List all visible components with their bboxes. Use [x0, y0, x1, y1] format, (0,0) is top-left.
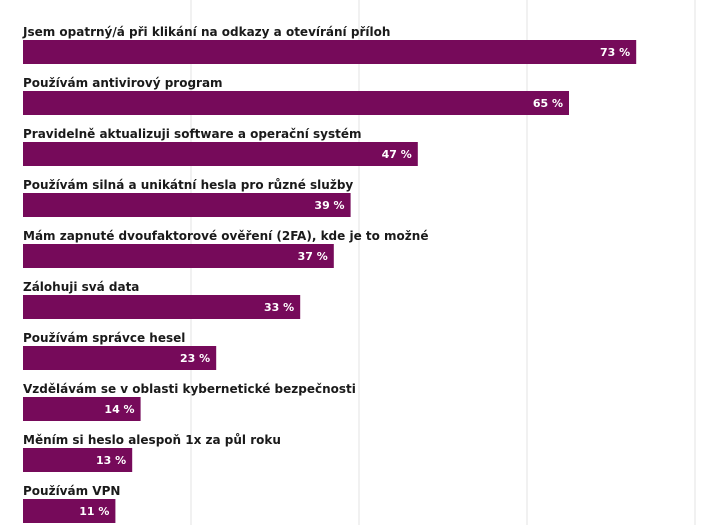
bar: [23, 397, 141, 421]
category-label: Mám zapnuté dvoufaktorové ověření (2FA),…: [23, 229, 428, 243]
bar: [23, 244, 334, 268]
bar-group: Pravidelně aktualizuji software a operač…: [23, 127, 418, 166]
bar-group: Používám silná a unikátní hesla pro různ…: [23, 178, 353, 217]
category-label: Používám VPN: [23, 484, 120, 498]
value-label: 37 %: [298, 250, 328, 263]
bar: [23, 346, 217, 370]
bar-group: Zálohuji svá data 33 %: [23, 280, 301, 319]
bar-group: Jsem opatrný/á při klikání na odkazy a o…: [22, 25, 637, 64]
bar-group: Vzdělávám se v oblasti kybernetické bezp…: [23, 382, 356, 421]
bar: [23, 295, 301, 319]
bar-group: Používám správce hesel 23 %: [23, 331, 217, 370]
value-label: 11 %: [79, 505, 109, 518]
category-label: Používám správce hesel: [23, 331, 185, 345]
bar-group: Používám VPN 11 %: [23, 484, 120, 523]
value-label: 13 %: [96, 454, 126, 467]
value-label: 65 %: [533, 97, 563, 110]
category-label: Zálohuji svá data: [23, 280, 139, 294]
bar: [23, 448, 133, 472]
bar: [23, 142, 418, 166]
bar: [23, 499, 116, 523]
bar: [23, 40, 637, 64]
value-label: 73 %: [600, 46, 630, 59]
bar-group: Mám zapnuté dvoufaktorové ověření (2FA),…: [23, 229, 428, 268]
category-label: Používám silná a unikátní hesla pro různ…: [23, 178, 353, 192]
value-label: 23 %: [180, 352, 210, 365]
bar-group: Používám antivirový program 65 %: [23, 76, 569, 115]
category-label: Používám antivirový program: [23, 76, 223, 90]
category-label: Měním si heslo alespoň 1x za půl roku: [23, 433, 281, 447]
value-label: 14 %: [104, 403, 134, 416]
bar-group: Měním si heslo alespoň 1x za půl roku 13 …: [23, 433, 281, 472]
category-label: Jsem opatrný/á při klikání na odkazy a o…: [22, 25, 390, 39]
value-label: 33 %: [264, 301, 294, 314]
value-label: 47 %: [382, 148, 412, 161]
bar: [23, 193, 351, 217]
category-label: Vzdělávám se v oblasti kybernetické bezp…: [23, 382, 356, 396]
bar: [23, 91, 569, 115]
bars-layer: Jsem opatrný/á při klikání na odkazy a o…: [22, 25, 637, 523]
value-label: 39 %: [314, 199, 344, 212]
category-label: Pravidelně aktualizuji software a operač…: [23, 127, 362, 141]
